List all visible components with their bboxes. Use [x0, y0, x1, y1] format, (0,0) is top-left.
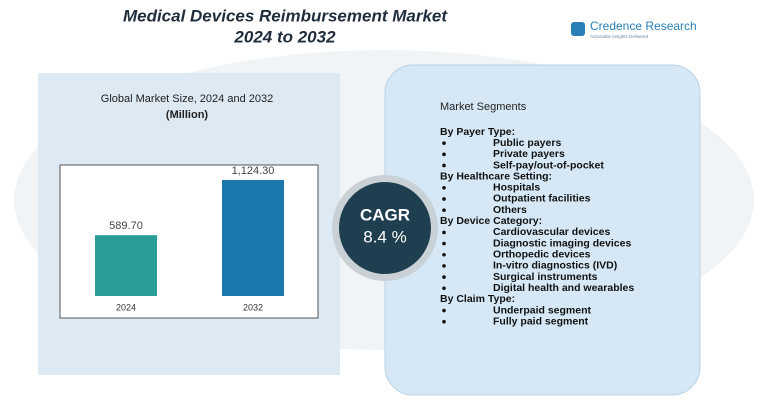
segment-item: Digital health and wearables [493, 282, 634, 294]
segment-item: Self-pay/out-of-pocket [493, 159, 604, 171]
bullet [442, 197, 446, 201]
bullet [442, 319, 446, 324]
segment-heading: By Claim Type: [440, 293, 515, 305]
segment-item: Public payers [493, 137, 561, 149]
bar [95, 235, 157, 296]
x-tick-label: 2032 [243, 302, 263, 312]
bullet [442, 186, 446, 190]
unit-label: (Million) [166, 109, 208, 121]
bar [222, 180, 284, 296]
segment-heading: By Payer Type: [440, 126, 515, 138]
bullet [442, 152, 446, 157]
x-tick-label: 2024 [116, 302, 136, 312]
bullet [442, 252, 446, 257]
segment-item: Hospitals [493, 182, 540, 194]
title: Medical Devices Reimbursement Market [123, 6, 448, 25]
cagr-value: 8.4 % [363, 227, 406, 246]
cagr-circle [339, 182, 431, 274]
segment-item: Outpatient facilities [493, 193, 591, 205]
bullet [442, 241, 446, 246]
brand-logo [571, 22, 585, 36]
segment-heading: By Device Category: [440, 215, 542, 227]
brand-name: Credence Research [590, 19, 697, 33]
value-label: 1,124.30 [232, 165, 275, 177]
segment-item: Cardiovascular devices [493, 226, 610, 238]
bullet [442, 230, 446, 235]
segment-item: Diagnostic imaging devices [493, 237, 631, 249]
cagr-label: CAGR [360, 205, 410, 224]
segment-item: Fully paid segment [493, 316, 589, 328]
segment-item: Surgical instruments [493, 271, 598, 283]
segment-item: Private payers [493, 148, 565, 160]
bullet [442, 141, 446, 145]
subtitle: 2024 to 2032 [233, 27, 336, 46]
segment-heading: By Healthcare Setting: [440, 170, 552, 182]
segment-item: Orthopedic devices [493, 249, 591, 261]
segment-item: In-vitro diagnostics (IVD) [493, 260, 617, 272]
bullet [442, 286, 446, 291]
segment-item: Underpaid segment [493, 304, 592, 316]
bullet [442, 163, 446, 168]
segment-item: Others [493, 204, 527, 216]
segments-title: Market Segments [440, 101, 527, 113]
bullet [442, 208, 446, 212]
brand-tagline: Actionable Insights Delivered [590, 34, 649, 39]
bullet [442, 308, 446, 313]
bullet [442, 275, 446, 279]
chart-title: Global Market Size, 2024 and 2032 [101, 93, 273, 105]
value-label: 589.70 [109, 220, 143, 232]
bullet [442, 264, 446, 268]
